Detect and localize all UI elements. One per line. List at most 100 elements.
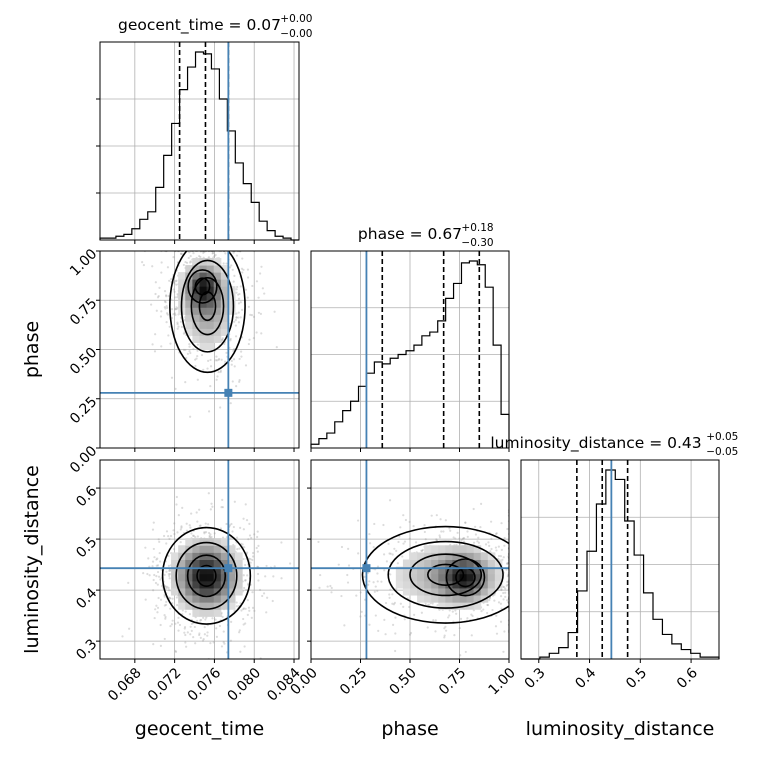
density-cell [417,559,425,568]
sample-point [444,625,447,628]
sample-point [394,616,397,619]
sample-point [156,557,159,560]
sample-point [164,307,167,310]
density-cell [192,265,200,273]
sample-point [246,574,249,577]
sample-point [237,293,240,296]
x-tick-label-luminosity_distance: 0.6 [674,665,701,692]
sample-point [215,378,218,381]
sample-point [176,327,179,330]
density-cell [424,566,432,575]
sample-point [235,316,238,319]
sample-point [142,263,145,267]
sample-point [414,541,418,544]
density-cell [192,559,200,568]
sample-point [172,529,175,532]
contour-level-2 [190,276,225,336]
density-cell [235,552,243,560]
sample-point [176,621,180,624]
sample-point [152,578,155,582]
sample-point [174,387,177,390]
sample-point [175,306,178,309]
sample-point [239,350,243,353]
sample-point [196,378,199,381]
sample-point [151,565,154,568]
sample-point [388,499,392,502]
sample-point [369,542,372,545]
sample-point [173,296,177,299]
density-cell [220,307,229,315]
sample-point [188,345,191,348]
sample-point [194,642,197,645]
sample-point [479,526,482,529]
sample-point [404,518,408,522]
density-cell [480,559,489,568]
density-cell [424,595,432,603]
sample-point [200,353,204,357]
y-tick-label-phase: 0.75 [67,295,100,328]
sample-point [184,610,187,613]
sample-point [194,535,197,539]
sample-point [173,312,177,315]
sample-point [248,522,251,525]
sample-point [176,531,179,534]
x-tick-label-geocent_time: 0.068 [105,665,145,705]
density-cell [206,587,215,596]
sample-point [198,524,201,527]
sample-point [484,543,488,546]
sample-point [499,555,502,558]
sample-point [389,552,392,555]
density-cell [206,328,215,336]
sample-point [242,607,246,610]
sample-point [240,355,243,358]
density-cell [178,545,186,553]
sample-point [170,623,174,626]
density-cell [192,335,200,343]
x-tick-label-phase: 0.75 [436,665,469,698]
density-cell [220,538,229,546]
density-cell [417,587,425,596]
sample-point [503,536,506,540]
sample-point [257,311,261,314]
sample-point [168,572,172,576]
sample-point [251,551,255,555]
sample-point [256,535,259,539]
sample-point [206,367,209,370]
sample-point [155,575,158,578]
density-cell [206,609,215,617]
sample-point [402,605,405,609]
density-cell [192,272,200,280]
contour-level-2 [409,553,483,597]
density-cell [192,293,200,301]
sample-point [394,649,397,653]
density-cell [395,573,404,582]
sample-point [376,589,379,593]
sample-point [444,629,448,632]
sample-point [259,312,263,315]
y-tick-label-luminosity_distance: 0.6 [73,483,100,510]
sample-point [246,599,249,602]
sample-point [194,364,197,368]
sample-point [169,534,173,538]
sample-point [244,364,248,367]
sample-point [218,624,222,628]
sample-point [196,520,199,523]
sample-point [464,521,467,524]
panel-title-lower-geocent_time: −0.00 [280,28,312,40]
sample-point [247,538,250,541]
sample-point [235,601,238,604]
sample-point [374,585,377,588]
sample-point [289,562,292,565]
y-tick-label-luminosity_distance: 0.4 [73,585,100,612]
contour-level-0 [361,525,509,624]
sample-point [340,545,344,549]
sample-point [188,343,191,346]
sample-point [235,385,238,388]
sample-point [505,562,509,565]
sample-point [195,357,198,360]
sample-point [184,633,187,637]
density-cell [213,328,222,336]
sample-point [166,585,169,588]
sample-point [367,583,370,586]
sample-point [165,294,168,297]
